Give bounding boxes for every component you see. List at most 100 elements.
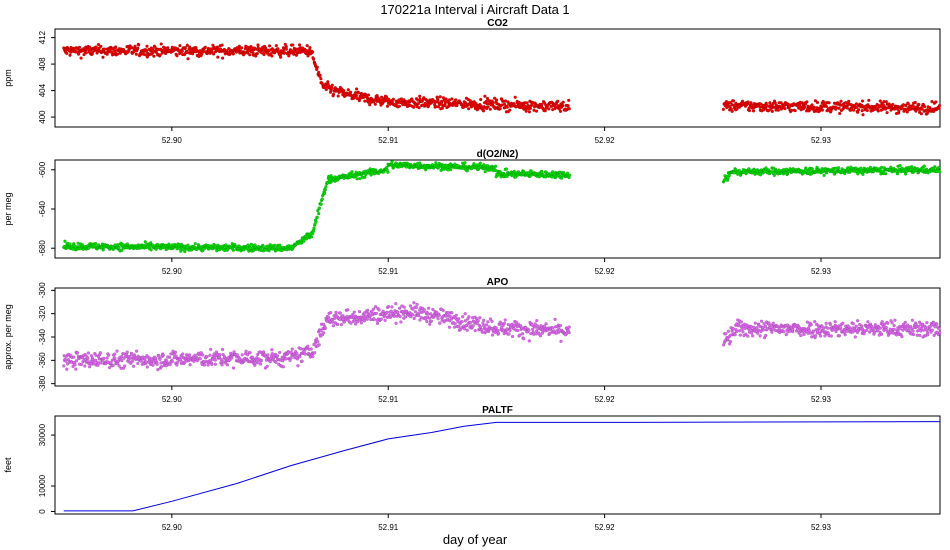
chart-1-points bbox=[62, 160, 942, 254]
chart-0-point-789 bbox=[488, 107, 492, 111]
chart-0-point-666 bbox=[422, 96, 426, 100]
chart-2-point-573 bbox=[371, 307, 376, 311]
chart-0-point-1186 bbox=[856, 108, 861, 112]
chart-2-point-574 bbox=[372, 317, 376, 321]
chart-1-point-473 bbox=[317, 206, 321, 210]
chart-2-ytick-label-2: -340 bbox=[38, 328, 47, 345]
chart-2-point-583 bbox=[377, 308, 381, 312]
chart-1-point-758 bbox=[472, 162, 476, 166]
chart-2-point-181 bbox=[159, 364, 164, 369]
chart-2-point-1322 bbox=[930, 328, 934, 332]
chart-2-point-137 bbox=[136, 361, 140, 366]
chart-1-xtick-label-3: 52.93 bbox=[811, 267, 832, 276]
chart-1-ytick-label-0: -680 bbox=[38, 240, 47, 257]
chart-2-point-220 bbox=[181, 352, 185, 356]
chart-2-point-206 bbox=[173, 350, 178, 354]
chart-1-point-1283 bbox=[909, 165, 914, 169]
chart-0-point-1181 bbox=[854, 105, 859, 110]
chart-2-point-135 bbox=[134, 349, 139, 353]
chart-2-point-702 bbox=[441, 308, 445, 313]
chart-0-point-1068 bbox=[793, 108, 797, 113]
chart-0-point-884 bbox=[539, 102, 544, 107]
chart-2-point-289 bbox=[218, 352, 222, 357]
chart-2-point-992 bbox=[752, 325, 756, 329]
chart-2-point-964 bbox=[737, 322, 741, 326]
chart-0-point-412 bbox=[284, 47, 289, 51]
chart-0-point-815 bbox=[502, 102, 507, 106]
chart-1-point-478 bbox=[320, 197, 324, 201]
chart-0-point-1151 bbox=[838, 111, 842, 116]
chart-2-point-1135 bbox=[829, 334, 833, 338]
chart-0-frame bbox=[54, 28, 941, 128]
chart-1-point-1122 bbox=[822, 173, 826, 178]
chart-2-point-385 bbox=[270, 348, 274, 352]
chart-0-point-460 bbox=[310, 50, 315, 54]
chart-0-point-64 bbox=[96, 42, 101, 47]
chart-1-title: d(O2/N2) bbox=[477, 149, 519, 160]
chart-2-point-645 bbox=[411, 313, 415, 317]
chart-0-point-784 bbox=[485, 96, 490, 101]
chart-2-point-997 bbox=[755, 326, 759, 330]
chart-2-point-180 bbox=[159, 361, 163, 365]
chart-2-point-176 bbox=[157, 354, 161, 358]
chart-2-point-840 bbox=[516, 328, 520, 333]
panel-apo: APO approx. per meg -380 -360 -340 -320 -300 52… bbox=[3, 277, 942, 404]
chart-0-point-518 bbox=[342, 88, 346, 93]
chart-1-point-1148 bbox=[836, 166, 841, 170]
chart-2-point-972 bbox=[741, 330, 745, 334]
chart-2-point-294 bbox=[220, 347, 225, 352]
chart-0-point-1204 bbox=[867, 98, 871, 103]
chart-1-ytick-label-2: -600 bbox=[38, 161, 47, 178]
chart-0-point-381 bbox=[267, 44, 272, 48]
chart-2-point-191 bbox=[165, 359, 169, 363]
chart-2-point-918 bbox=[558, 323, 563, 328]
chart-2-point-95 bbox=[113, 356, 117, 360]
chart-2-point-1150 bbox=[837, 334, 842, 338]
chart-3-xtick-label-1: 52.91 bbox=[378, 523, 399, 532]
chart-0-point-12 bbox=[68, 53, 72, 57]
chart-2-point-1287 bbox=[911, 332, 916, 337]
chart-2-point-738 bbox=[461, 315, 465, 319]
chart-2-point-1286 bbox=[911, 329, 915, 333]
chart-0-point-890 bbox=[543, 109, 547, 113]
chart-2-point-423 bbox=[290, 347, 294, 351]
chart-0-point-700 bbox=[440, 106, 445, 110]
chart-2-point-504 bbox=[334, 310, 338, 315]
chart-3-frame bbox=[54, 415, 941, 515]
chart-2-point-919 bbox=[559, 339, 563, 344]
chart-2-point-99 bbox=[115, 349, 119, 353]
chart-2-point-623 bbox=[399, 320, 403, 324]
chart-2-point-45 bbox=[86, 356, 90, 360]
chart-2-point-461 bbox=[311, 354, 315, 359]
chart-0-point-100 bbox=[115, 52, 120, 56]
chart-2-point-33 bbox=[79, 362, 84, 367]
chart-0-point-396 bbox=[276, 47, 280, 51]
chart-2-point-667 bbox=[422, 308, 427, 312]
chart-0-point-499 bbox=[331, 92, 336, 97]
chart-2-point-184 bbox=[161, 353, 165, 357]
chart-2-point-1098 bbox=[809, 322, 813, 327]
chart-1-point-390 bbox=[272, 243, 277, 247]
chart-1-point-548 bbox=[358, 176, 362, 181]
chart-0-point-530 bbox=[348, 90, 353, 94]
chart-2-point-648 bbox=[412, 316, 416, 321]
chart-0-point-462 bbox=[311, 57, 316, 61]
chart-1-point-799 bbox=[493, 164, 498, 168]
chart-2-point-1265 bbox=[900, 334, 904, 339]
chart-2-point-173 bbox=[155, 362, 159, 366]
chart-2-point-653 bbox=[415, 302, 419, 307]
chart-0-point-385 bbox=[270, 54, 274, 58]
chart-2-point-757 bbox=[471, 324, 475, 328]
chart-0-point-486 bbox=[324, 87, 329, 92]
chart-1-point-1030 bbox=[772, 173, 776, 178]
chart-2-point-376 bbox=[265, 364, 269, 369]
chart-2-point-607 bbox=[390, 305, 394, 309]
chart-2-point-110 bbox=[121, 351, 125, 356]
panel-o2n2: d(O2/N2) per meg -680 -640 -600 52.90 52.91 52.… bbox=[3, 149, 942, 276]
chart-0-point-1194 bbox=[861, 113, 865, 117]
chart-2-point-1094 bbox=[807, 328, 811, 332]
chart-0-point-294 bbox=[220, 56, 225, 60]
chart-0-point-749 bbox=[466, 107, 471, 111]
chart-2-point-591 bbox=[381, 309, 385, 313]
chart-2-point-470 bbox=[316, 340, 320, 344]
